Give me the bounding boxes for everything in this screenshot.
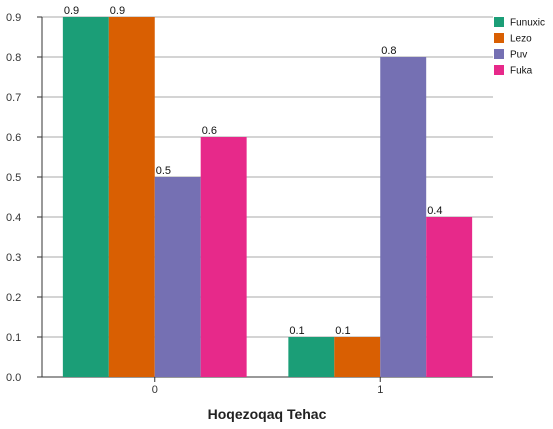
y-tick-label: 0.8 [6,52,21,64]
y-tick-label: 0.6 [6,132,21,144]
bar-funuxic-0 [62,17,109,377]
x-tick-label: 0 [152,384,158,396]
bar-puv-1 [380,57,427,377]
legend-swatch-lezo [494,33,504,43]
legend-label-fuka: Fuka [510,66,533,77]
y-tick-label: 0.3 [6,252,21,264]
data-label: 0.6 [202,125,217,137]
y-tick-label: 0.1 [6,332,21,344]
y-tick-label: 0.0 [6,372,21,384]
y-tick-label: 0.7 [6,92,21,104]
y-tick-label: 0.9 [6,12,21,24]
x-tick-label: 1 [377,384,383,396]
legend: Funuxic Lezo Puv Fuka [494,17,545,77]
bar-fuka-1 [426,217,473,377]
data-label: 0.8 [381,45,396,57]
y-axis: 0.0 0.1 0.2 0.3 0.4 0.5 0.6 0.7 0.8 0.9 [6,12,43,384]
data-label: 0.9 [64,5,79,17]
y-tick-label: 0.5 [6,172,21,184]
data-label: 0.1 [289,325,304,337]
y-tick-label: 0.2 [6,292,21,304]
legend-label-puv: Puv [510,50,527,61]
bar-lezo-1 [334,337,381,377]
data-label: 0.9 [110,5,125,17]
y-tick-label: 0.4 [6,212,21,224]
data-label: 0.1 [335,325,350,337]
bar-lezo-0 [108,17,155,377]
legend-swatch-funuxic [494,17,504,27]
data-label: 0.5 [156,165,171,177]
legend-label-funuxic: Funuxic [510,18,545,29]
bar-puv-0 [154,177,201,377]
bar-fuka-0 [200,137,247,377]
bars [62,17,473,377]
legend-swatch-puv [494,49,504,59]
legend-swatch-fuka [494,65,504,75]
data-labels: 0.9 0.9 0.5 0.6 0.1 0.1 0.8 0.4 [64,5,443,337]
legend-label-lezo: Lezo [510,34,532,45]
data-label: 0.4 [427,205,442,217]
x-axis-title: Hoqezoqaq Tehac [208,406,327,422]
bar-funuxic-1 [288,337,335,377]
